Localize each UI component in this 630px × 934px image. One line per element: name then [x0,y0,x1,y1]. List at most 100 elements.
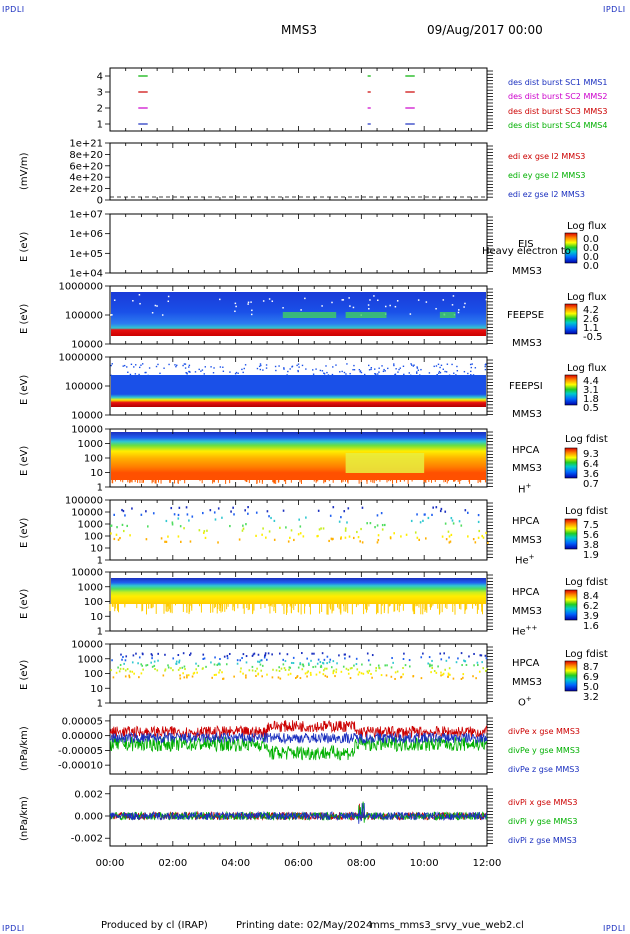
divpi-label-y: divPi y gse MMS3 [508,817,578,826]
hpca-o-pixel [195,668,197,671]
feepsi-speckle [203,373,205,375]
hpca-o-pixel [475,677,477,680]
feepsi-ytick-label: 100000 [65,382,103,393]
hpca-o-pixel [400,675,403,678]
feepsi-speckle [437,363,440,366]
feepsi-speckle [444,370,446,373]
hpca-he-pixel [329,514,332,517]
hpca-o-pixel [445,659,448,662]
feepsi-speckle [349,372,351,375]
hpca-he-species: He+ [515,553,535,566]
feepsi-speckle [445,371,448,373]
hpca-o-pixel [280,667,283,670]
feepsi-speckle [370,366,373,369]
feepsi-speckle [312,369,314,371]
hpca-he-pixel [439,509,442,513]
hpca-o-pixel [122,655,124,658]
hpca-he-pixel [171,523,174,526]
hpca-o-pixel [336,662,338,665]
hpca-o-pixel [277,676,280,679]
hpca-he-pixel [423,513,426,516]
hpca-o-pixel [479,654,482,657]
feepse-gap [368,307,370,310]
hpca-o-pixel [351,667,353,670]
hpca-o-pixel [137,662,139,665]
hpca-o-pixel [151,654,153,657]
feepsi-speckle [167,375,169,378]
feepse-gap [250,313,253,316]
feepsi-speckle [258,365,261,368]
hpca-o-pixel [126,668,129,671]
hpca-o-pixel [258,660,261,663]
hpca-o-pixel [179,667,181,670]
feepse-gap [384,305,387,308]
feepse-gap [250,301,252,303]
hpca-he-pixel [366,522,368,525]
feepsi-speckle [436,374,438,376]
hpca-o-pixel [349,667,352,670]
hpca-o-cbar-tick-1: 6.9 [583,672,599,683]
hpca-he-pixel [179,525,182,528]
hpca-he-pixel [165,519,168,523]
hpca-o-pixel [233,675,235,678]
hpca-o-pixel [260,659,263,662]
hpca-o-pixel [326,655,329,658]
feepse-ytick-label: 100000 [65,311,103,322]
feepsi-speckle [129,373,132,376]
hpca-o-pixel [340,670,343,673]
hpca-he-pixel [115,533,118,536]
hpca_he-frame [109,499,488,561]
hpca-o-pixel [172,669,174,672]
hpca-o-pixel [431,659,433,662]
feepse-gap [132,300,134,302]
hpca-he-pixel [266,510,269,513]
feepse-gap [139,302,141,305]
hpca-he-pixel [167,535,169,538]
hpca-o-pixel [167,666,170,669]
hpca-he-pixel [265,536,267,539]
feepsi-speckle [117,375,120,378]
feepsi-colorbar [564,374,578,406]
hpca-o-pixel [473,664,475,667]
feepsi-speckle [159,372,161,375]
hpca-he-pixel [229,524,231,528]
feepse-gap [268,298,271,300]
hpca-he-pixel [113,513,115,516]
hpca-o-pixel [125,655,128,658]
hpca-o-pixel [170,667,172,670]
feepse-gap [151,312,154,314]
hpca-o-pixel [309,671,312,674]
hpca-o-pixel [369,663,372,666]
eis-ytick-label: 1e+07 [69,210,103,221]
hpca-o-pixel [422,652,424,655]
eis-cbar-title: Log flux [567,221,607,232]
burst-ytick-label: 1 [97,120,103,131]
feepsi-ytick-label: 10000 [71,411,103,422]
hpca-o-species-name: O [518,697,526,709]
feepsi-speckle [346,363,348,365]
feepse-gap [373,295,375,297]
hpca_he-ytick-label: 100000 [65,496,103,507]
hpca-o-pixel [316,662,319,665]
feepsi-speckle [289,368,291,370]
date-title: 09/Aug/2017 00:00 [427,23,543,37]
feepsi-speckle [244,364,247,366]
hpca-he-pixel [165,540,168,543]
hpca-he-pixel [381,523,384,527]
feepsi-speckle [229,371,231,373]
hpca-o-pixel [326,675,329,678]
hpca-h-instrument-label: HPCA [512,445,540,456]
hpca-he-pixel [422,519,424,522]
hpca-hepp-cbar-title: Log fdist [565,577,608,588]
feepsi-speckle [383,368,385,371]
hpca-o-pixel [151,665,154,668]
feepsi-speckle [130,363,133,366]
feepsi-speckle [420,375,422,378]
hpca-he-pixel [344,527,347,530]
feepsi-speckle [484,368,487,371]
hpca-o-pixel [323,658,326,661]
hpca-o-pixel [226,654,229,657]
feepsi-speckle [186,372,188,374]
spacecraft-title: MMS3 [281,23,317,37]
feepsi-speckle [133,366,135,368]
